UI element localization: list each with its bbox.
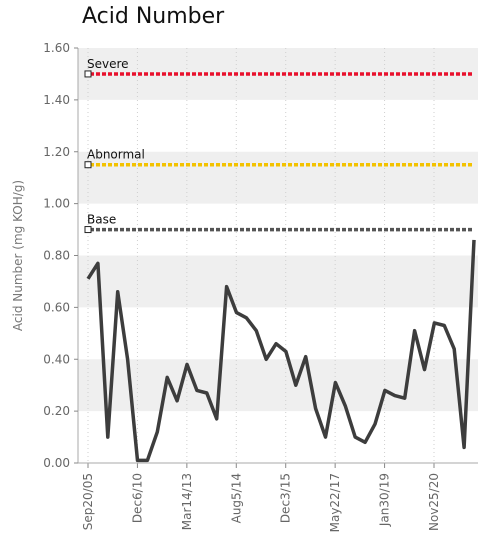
series-lines — [86, 239, 476, 463]
grid-band — [78, 255, 478, 308]
y-tick-label: 0.00 — [43, 456, 70, 470]
x-tick-label: Jan30/19 — [378, 473, 392, 527]
y-tick-labels: 0.00 0.20 0.40 0.60 0.80 1.00 1.20 1.40 1.60 — [43, 41, 78, 470]
y-axis-label: Acid Number (mg KOH/g) — [11, 180, 25, 331]
abnormal-threshold-marker — [84, 161, 92, 169]
grid-band — [78, 359, 478, 412]
acid-number-series-line — [86, 239, 476, 463]
base-threshold-marker — [84, 226, 92, 234]
x-tick-label: Dec6/10 — [130, 473, 144, 523]
y-tick-label: 1.00 — [43, 197, 70, 211]
y-tick-label: 0.60 — [43, 300, 70, 314]
x-tick-label: Aug5/14 — [229, 473, 243, 523]
vertical-gridlines — [87, 48, 435, 468]
grid-band — [78, 151, 478, 204]
y-tick-label: 0.40 — [43, 352, 70, 366]
x-tick-label: May22/17 — [328, 473, 342, 532]
y-tick-label: 0.80 — [43, 249, 70, 263]
x-tick-label: Nov25/20 — [427, 473, 441, 531]
y-tick-label: 0.20 — [43, 404, 70, 418]
x-tick-label: Mar14/13 — [180, 473, 194, 530]
x-tick-label: Dec3/15 — [279, 473, 293, 523]
abnormal-threshold-label: Abnormal — [87, 148, 145, 162]
base-threshold-label: Base — [87, 213, 116, 227]
x-tick-labels: Sep20/05 Dec6/10 Mar14/13 Aug5/14 Dec3/15 May… — [81, 473, 441, 532]
threshold-lines: Severe Abnormal Base — [84, 57, 474, 234]
y-tick-label: 1.40 — [43, 93, 70, 107]
y-tick-label: 1.20 — [43, 145, 70, 159]
chart-title: Acid Number — [82, 4, 225, 29]
x-tick-label: Sep20/05 — [81, 473, 95, 530]
severe-threshold-marker — [84, 70, 92, 78]
y-tick-label: 1.60 — [43, 41, 70, 55]
severe-threshold-label: Severe — [87, 57, 129, 71]
